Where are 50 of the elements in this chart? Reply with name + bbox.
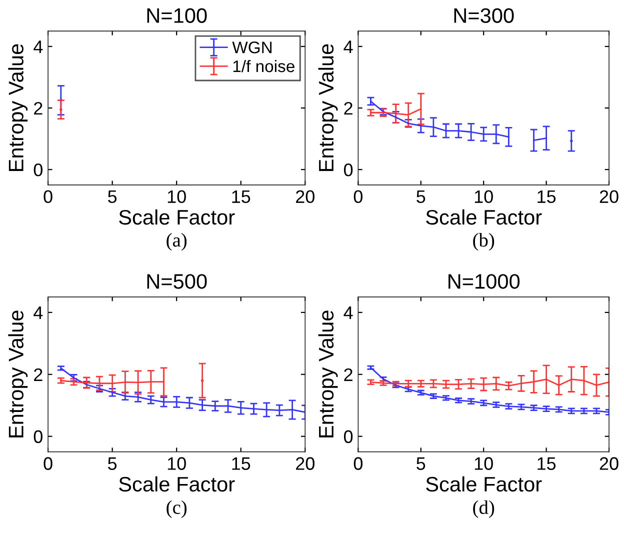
y-axis-title: Entropy Value [8,310,28,438]
text: (a) [166,233,187,251]
legend-label: WGN [232,42,272,54]
x-tick-label: 20 [296,190,314,204]
x-axis-title: Scale Factor [426,209,542,225]
x-tick-label: 20 [600,190,618,204]
chart-title: N=300 [454,8,514,23]
x-tick-label: 20 [600,457,618,470]
x-tick-label: 0 [354,457,362,470]
y-axis-title: Entropy Value [8,44,28,171]
chart-title: N=500 [147,274,207,289]
x-tick-label: 20 [296,457,314,470]
y-tick-label: 2 [34,102,42,115]
y-tick-label: 0 [34,430,42,444]
chart-title: N=1000 [448,274,520,289]
y-tick-label: 4 [34,306,43,319]
y-axis-title: Entropy Value [318,44,338,171]
y-tick-label: 2 [344,368,352,381]
x-tick-label: 5 [108,457,117,470]
chart-title: N=100 [147,8,207,23]
x-tick-label: 0 [44,190,52,204]
y-axis-title: Entropy Value [318,310,338,438]
y-tick-label: 2 [344,102,352,115]
y-tick-label: 2 [34,368,42,381]
legend-label: 1/f noise [233,60,294,72]
y-tick-label: 4 [34,40,43,54]
text: (b) [473,233,494,251]
text: (c) [166,500,187,518]
y-tick-label: 0 [344,430,353,444]
y-tick-label: 4 [344,306,353,319]
y-tick-label: 4 [344,40,353,54]
x-tick-label: 5 [416,190,426,204]
x-tick-label: 0 [354,190,362,204]
y-tick-label: 0 [344,163,353,176]
x-tick-label: 15 [232,457,250,470]
x-tick-label: 10 [168,457,186,470]
x-tick-label: 15 [538,457,556,470]
x-tick-label: 10 [168,190,186,204]
x-tick-label: 0 [44,457,52,470]
x-tick-label: 10 [474,457,493,470]
x-axis-title: Scale Factor [119,476,235,492]
y-tick-label: 0 [34,163,42,176]
x-tick-label: 15 [538,190,556,204]
x-tick-label: 5 [416,457,426,470]
x-axis-title: Scale Factor [426,476,542,492]
x-tick-label: 15 [232,190,250,204]
x-tick-label: 10 [474,190,493,204]
x-axis-title: Scale Factor [119,209,235,225]
x-tick-label: 5 [108,190,117,204]
text: (d) [473,500,494,518]
